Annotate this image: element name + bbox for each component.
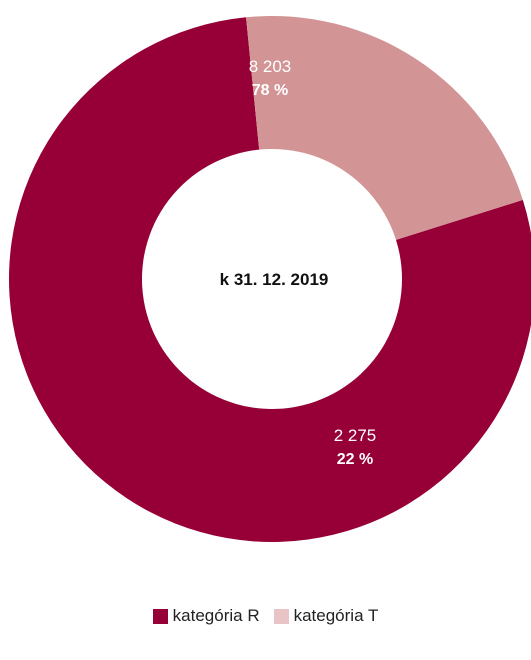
- legend: kategória R kategória T: [0, 606, 531, 626]
- slice-r-percent-label: 78 %: [252, 82, 288, 99]
- legend-label-r: kategória R: [172, 606, 260, 625]
- legend-swatch-r: [152, 608, 168, 624]
- legend-item-t: kategória T: [273, 606, 379, 626]
- legend-swatch-t: [273, 608, 289, 624]
- legend-item-r: kategória R: [152, 606, 260, 626]
- slice-t-value-label: 2 275: [334, 426, 377, 445]
- slice-t: [246, 15, 523, 240]
- slice-r: [9, 17, 531, 542]
- donut-slices: [9, 15, 531, 542]
- center-date-label: k 31. 12. 2019: [220, 270, 329, 289]
- legend-label-t: kategória T: [293, 606, 379, 625]
- slice-r-value-label: 8 203: [249, 57, 292, 76]
- slice-t-percent-label: 22 %: [337, 451, 373, 468]
